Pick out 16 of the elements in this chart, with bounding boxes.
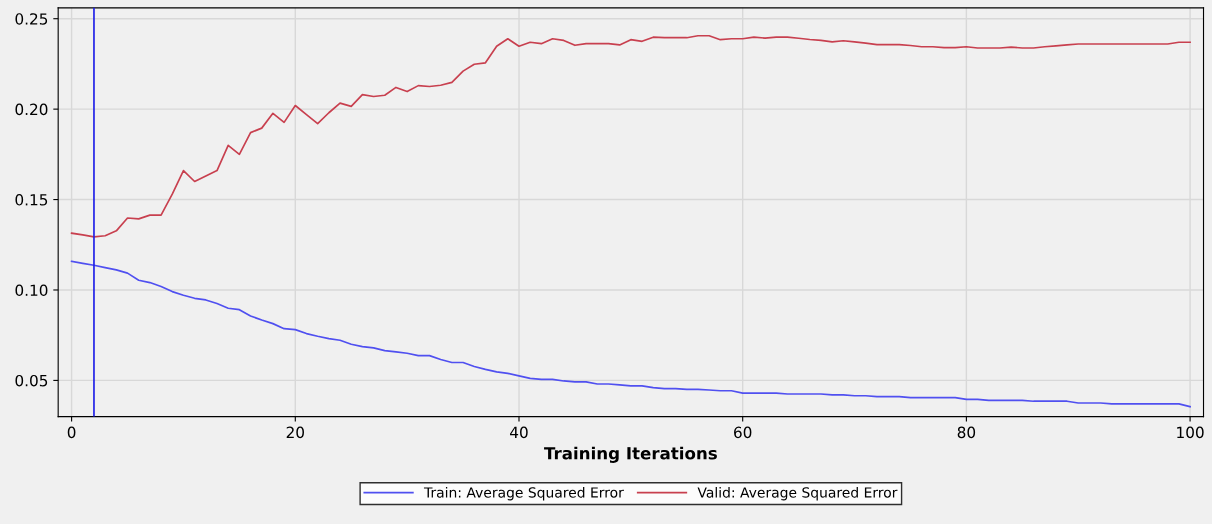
- x-tick-label: 60: [734, 426, 752, 439]
- x-tick-label: 40: [510, 426, 528, 439]
- line-series: [70, 260, 1191, 408]
- x-tick-label: 100: [1177, 426, 1204, 439]
- legend-label: Train: Average Squared Error: [423, 486, 624, 501]
- x-tick-label: 0: [67, 426, 76, 439]
- line-series: [70, 34, 1191, 238]
- x-tick-label: 20: [286, 426, 304, 439]
- x-tick-label: 80: [957, 426, 976, 439]
- legend-label: Valid: Average Squared Error: [697, 486, 898, 501]
- y-tick-label: 0.05: [15, 374, 48, 387]
- y-tick-label: 0.25: [15, 13, 48, 25]
- y-tick-label: 0.10: [15, 284, 48, 297]
- y-tick-label: 0.20: [15, 103, 48, 116]
- y-tick-label: 0.15: [15, 194, 48, 206]
- x-axis-title: Training Iterations: [544, 446, 717, 463]
